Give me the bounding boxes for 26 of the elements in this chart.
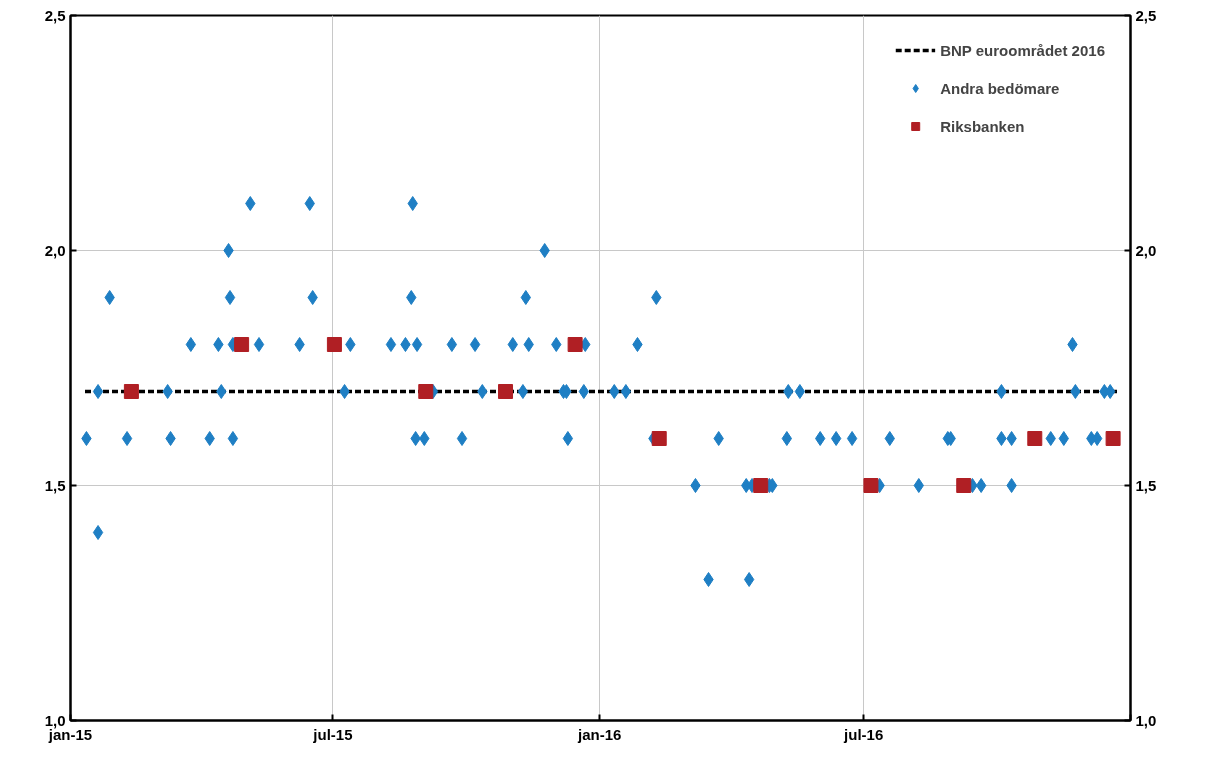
point xyxy=(651,431,667,446)
point xyxy=(326,337,342,352)
y-tick-label: 2,0 xyxy=(44,241,66,259)
y-tick-label: 1,5 xyxy=(44,476,66,494)
legend-label: Riksbanken xyxy=(940,117,1025,135)
y2-tick-label: 2,0 xyxy=(1135,241,1157,259)
point xyxy=(123,384,139,399)
point xyxy=(863,478,879,493)
point xyxy=(567,337,583,352)
point xyxy=(956,478,972,493)
point xyxy=(1105,431,1121,446)
legend-label: Andra bedömare xyxy=(940,79,1060,97)
y-tick-label: 2,5 xyxy=(44,6,66,24)
point xyxy=(418,384,434,399)
x-tick-label: jul-15 xyxy=(312,725,353,743)
point xyxy=(1027,431,1043,446)
point xyxy=(234,337,250,352)
y-tick-label: 1,0 xyxy=(44,711,66,729)
x-tick-label: jul-16 xyxy=(843,725,884,743)
point xyxy=(753,478,769,493)
x-tick-label: jan-16 xyxy=(577,725,622,743)
y2-tick-label: 1,5 xyxy=(1135,476,1157,494)
point xyxy=(498,384,514,399)
y2-tick-label: 2,5 xyxy=(1135,6,1157,24)
legend-label: BNP euroområdet 2016 xyxy=(940,41,1105,59)
y2-tick-label: 1,0 xyxy=(1135,711,1157,729)
